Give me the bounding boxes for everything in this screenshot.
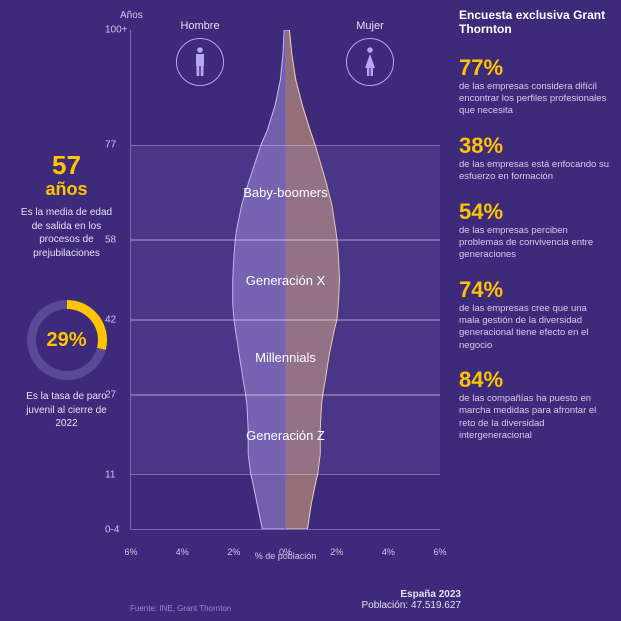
generation-band: Generación X bbox=[131, 240, 440, 320]
right-stat-num: 74% bbox=[459, 277, 609, 303]
y-tick: 77 bbox=[105, 140, 116, 151]
right-stat-desc: de las compañías ha puesto en marcha med… bbox=[459, 393, 609, 442]
right-stat: 77%de las empresas considera difícil enc… bbox=[459, 55, 609, 118]
infographic-root: 57 años Es la media de edad de salida en… bbox=[0, 0, 621, 621]
survey-title: Encuesta exclusiva Grant Thornton bbox=[459, 8, 609, 37]
right-stats-list: 77%de las empresas considera difícil enc… bbox=[459, 55, 609, 443]
right-stat: 74%de las empresas cree que una mala ges… bbox=[459, 277, 609, 352]
generation-band: Generación Z bbox=[131, 395, 440, 475]
y-tick: 0-4 bbox=[105, 525, 119, 536]
stat-donut-wrap: 29% Es la tasa de paro juvenil al cierre… bbox=[14, 300, 119, 431]
footer-country-year: España 2023 bbox=[361, 589, 461, 600]
right-stat-num: 38% bbox=[459, 133, 609, 159]
right-stat-desc: de las empresas está enfocando su esfuer… bbox=[459, 159, 609, 184]
right-stat-num: 77% bbox=[459, 55, 609, 81]
footer-population: Población: 47.519.627 bbox=[361, 600, 461, 611]
stat-avg-age-value: 57 bbox=[14, 150, 119, 181]
y-tick: 42 bbox=[105, 315, 116, 326]
donut-desc: Es la tasa de paro juvenil al cierre de … bbox=[14, 390, 119, 431]
x-tick: 4% bbox=[382, 547, 395, 557]
right-stat: 54%de las empresas perciben problemas de… bbox=[459, 199, 609, 262]
right-stat: 38%de las empresas está enfocando su esf… bbox=[459, 133, 609, 184]
y-tick: 11 bbox=[105, 470, 115, 481]
stat-avg-age-unit: años bbox=[14, 179, 119, 200]
population-pyramid: Años Hombre Mujer Baby-boomersGeneración… bbox=[130, 10, 440, 570]
generation-band: Baby-boomers bbox=[131, 145, 440, 240]
x-tick: 6% bbox=[433, 547, 446, 557]
source-line: Fuente: INE, Grant Thornton bbox=[130, 604, 231, 613]
y-axis-title: Años bbox=[120, 10, 143, 21]
x-tick: 2% bbox=[227, 547, 240, 557]
footer: España 2023 Población: 47.519.627 bbox=[361, 589, 461, 611]
right-stat-desc: de las empresas cree que una mala gestió… bbox=[459, 303, 609, 352]
right-stats-column: Encuesta exclusiva Grant Thornton 77%de … bbox=[459, 8, 609, 457]
x-tick: 2% bbox=[330, 547, 343, 557]
plot-area: Baby-boomersGeneración XMillennialsGener… bbox=[130, 30, 440, 530]
y-tick: 100+ bbox=[105, 25, 128, 36]
donut-chart: 29% bbox=[27, 300, 107, 380]
left-stats-column: 57 años Es la media de edad de salida en… bbox=[14, 150, 119, 431]
right-stat-num: 54% bbox=[459, 199, 609, 225]
donut-label: 29% bbox=[27, 300, 107, 380]
right-stat-desc: de las empresas considera difícil encont… bbox=[459, 81, 609, 118]
x-tick: 6% bbox=[124, 547, 137, 557]
y-tick: 27 bbox=[105, 390, 116, 401]
stat-avg-age: 57 años Es la media de edad de salida en… bbox=[14, 150, 119, 260]
y-tick: 58 bbox=[105, 235, 116, 246]
generation-band: Millennials bbox=[131, 320, 440, 395]
x-tick: 4% bbox=[176, 547, 189, 557]
right-stat: 84%de las compañías ha puesto en marcha … bbox=[459, 367, 609, 442]
x-axis-title: % de población bbox=[255, 551, 317, 561]
right-stat-num: 84% bbox=[459, 367, 609, 393]
stat-avg-age-desc: Es la media de edad de salida en los pro… bbox=[14, 206, 119, 260]
right-stat-desc: de las empresas perciben problemas de co… bbox=[459, 225, 609, 262]
